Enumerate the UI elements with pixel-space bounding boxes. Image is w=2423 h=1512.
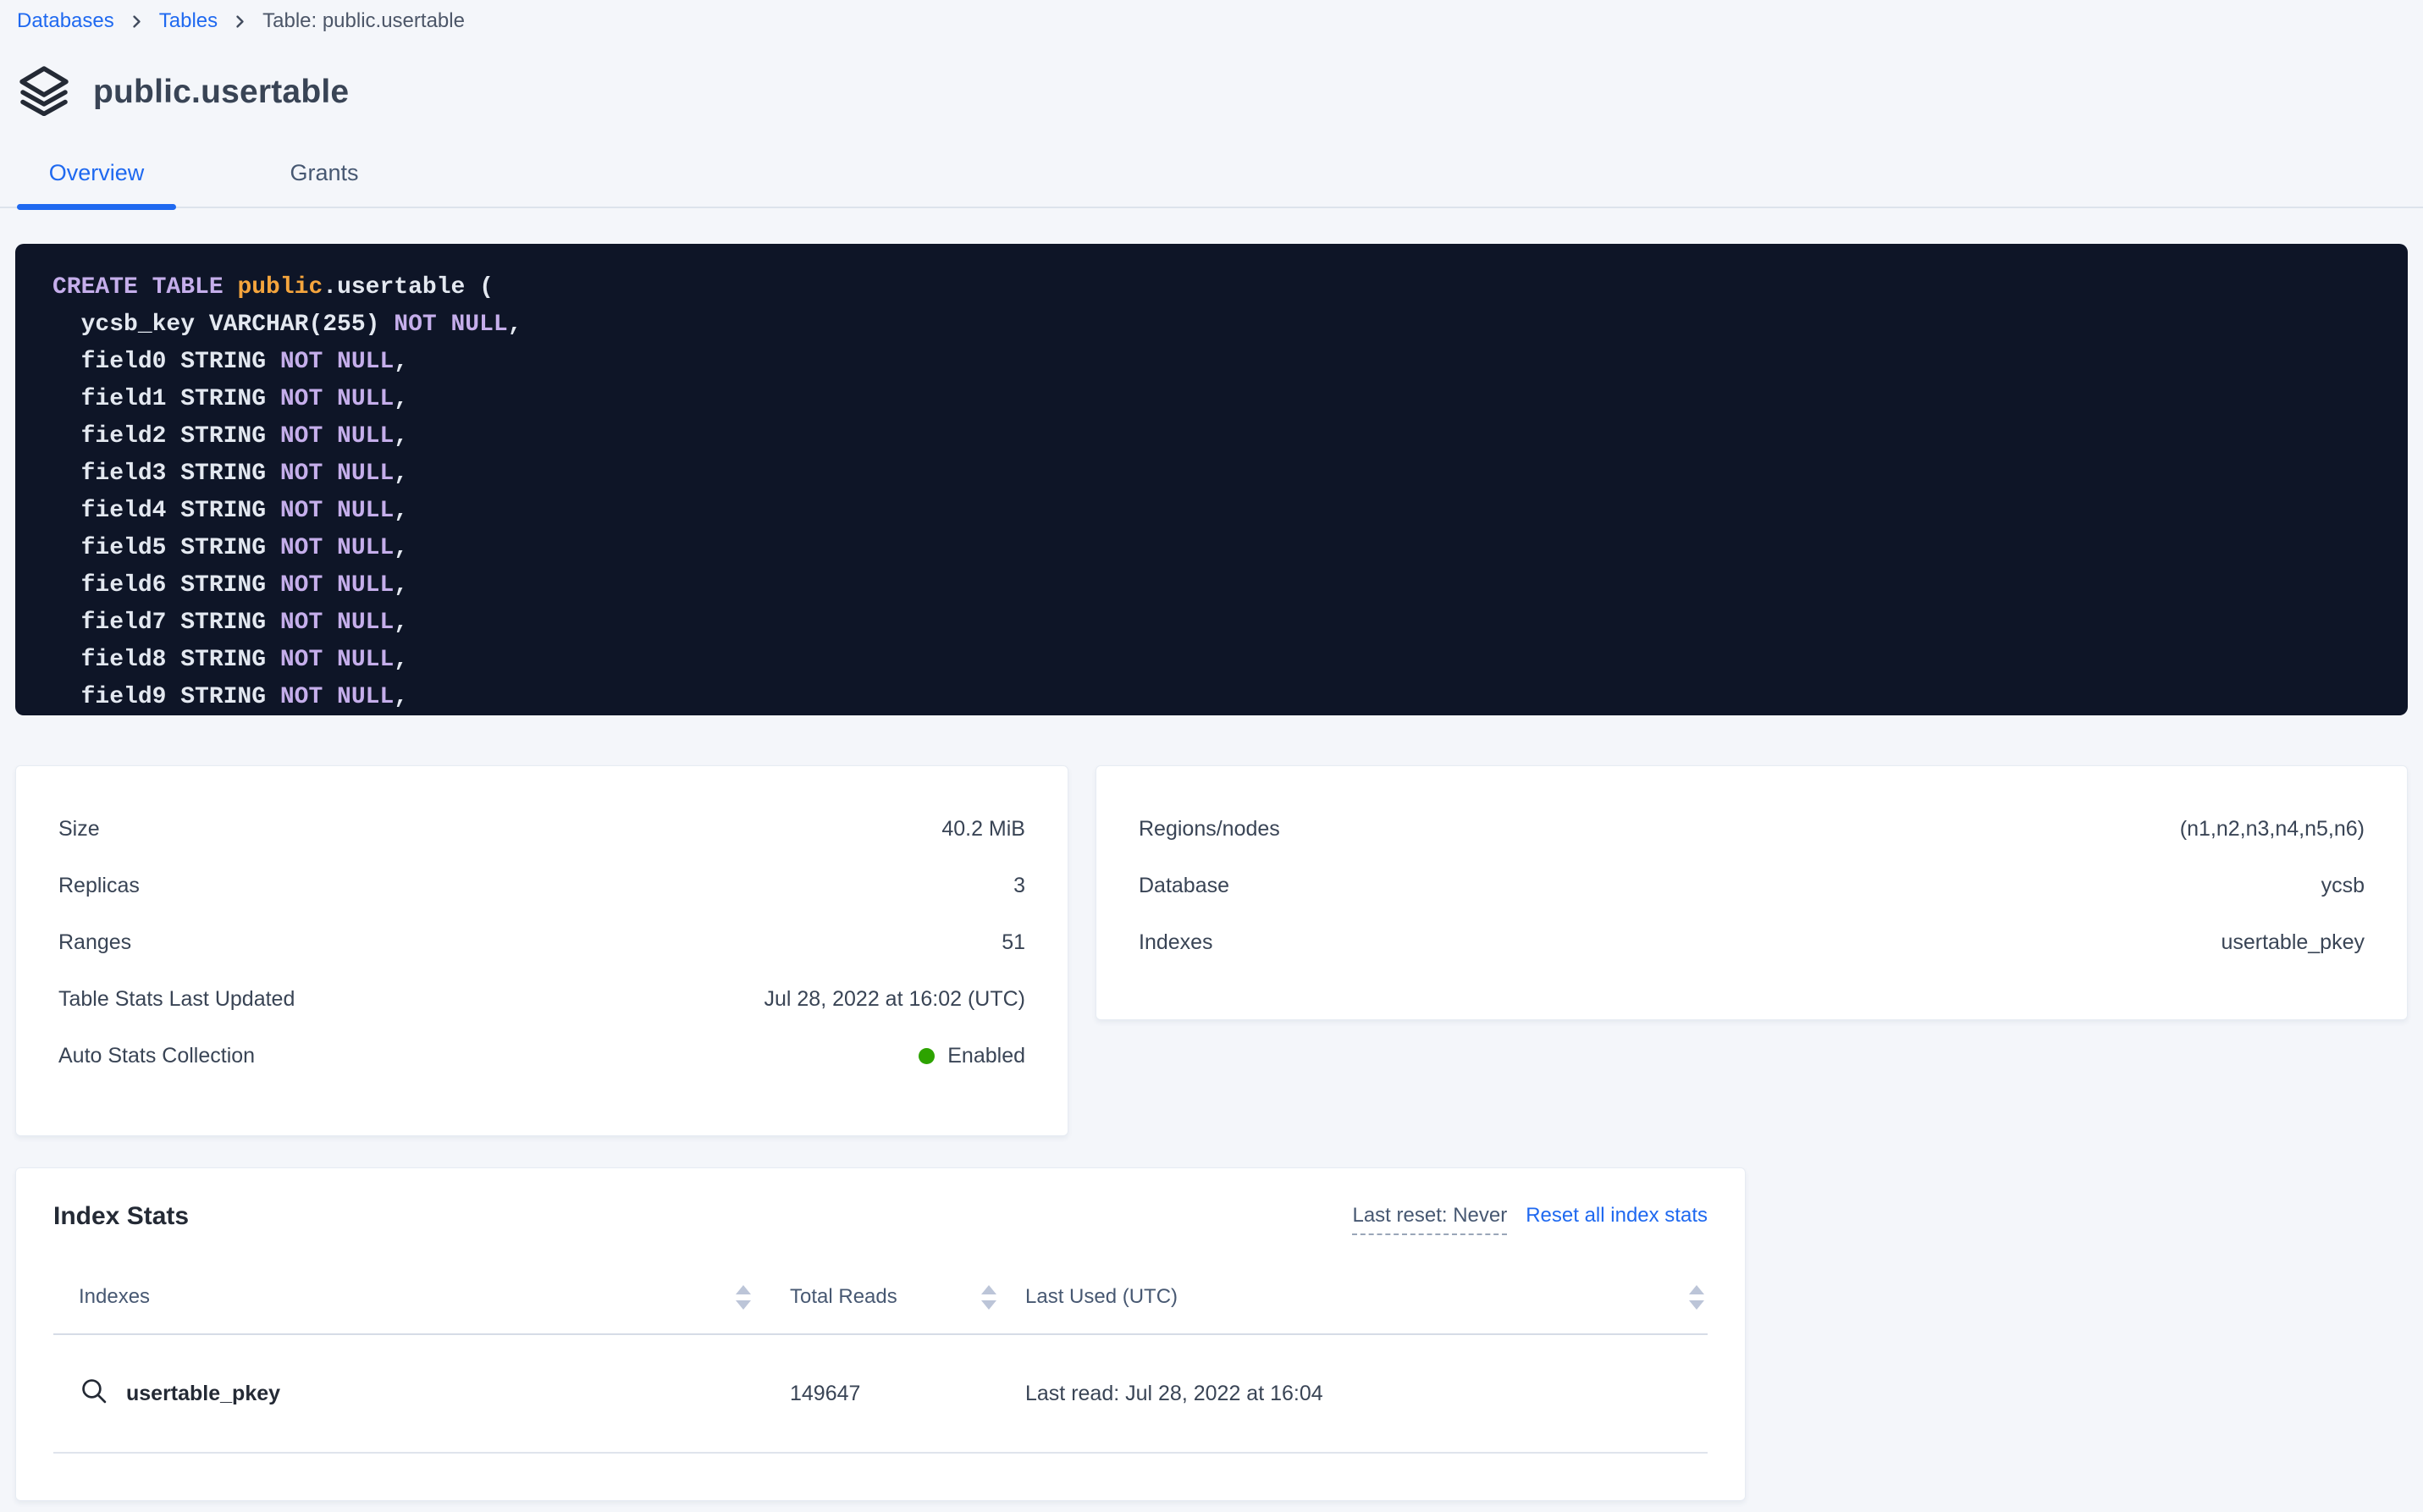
index-table-header: Indexes Total Reads Last Used (UTC)	[53, 1261, 1708, 1335]
sort-icon[interactable]	[981, 1284, 996, 1310]
detail-row-auto-stats-collection: Auto Stats Collection Enabled	[58, 1028, 1025, 1084]
detail-label: Ranges	[58, 930, 132, 954]
sql-line: field3 STRING NOT NULL,	[52, 461, 409, 487]
detail-row-indexes: Indexes usertable_pkey	[1139, 914, 2365, 971]
sql-line: field8 STRING NOT NULL,	[52, 647, 409, 673]
sql-line: field0 STRING NOT NULL,	[52, 349, 409, 375]
detail-cards-row: Size 40.2 MiB Replicas 3 Ranges 51 Table Stats…	[15, 765, 2408, 1136]
last-reset-label[interactable]: Last reset: Never	[1352, 1204, 1508, 1235]
total-reads-value: 149647	[790, 1381, 861, 1405]
detail-value: usertable_pkey	[2221, 930, 2365, 954]
status-dot-green	[919, 1048, 936, 1064]
magnifier-icon	[79, 1376, 109, 1412]
sort-icon[interactable]	[1689, 1284, 1704, 1310]
layers-icon	[17, 65, 71, 120]
page-title-row: public.usertable	[17, 65, 2423, 120]
column-header-indexes[interactable]: Indexes	[53, 1284, 756, 1310]
page-title: public.usertable	[93, 74, 350, 110]
sql-line: field6 STRING NOT NULL,	[52, 572, 409, 599]
breadcrumb-item-table-public-usertable: Table: public.usertable	[262, 9, 465, 32]
index-stats-title: Index Stats	[53, 1202, 190, 1230]
tab-overview[interactable]: Overview	[17, 160, 176, 210]
detail-label: Replicas	[58, 874, 140, 897]
detail-label: Size	[58, 817, 100, 841]
index-stats-card: Index Stats Last reset: Never Reset all …	[15, 1167, 1746, 1501]
reset-index-stats-link[interactable]: Reset all index stats	[1526, 1204, 1708, 1227]
chevron-right-icon	[130, 14, 144, 29]
detail-row-size: Size 40.2 MiB	[58, 801, 1025, 858]
last-used-value: Last read: Jul 28, 2022 at 16:04	[1025, 1381, 1323, 1405]
index-stats-header: Index Stats Last reset: Never Reset all …	[53, 1202, 1708, 1235]
sql-line: CREATE TABLE public.usertable (	[52, 274, 494, 301]
sql-line: field1 STRING NOT NULL,	[52, 386, 409, 412]
sort-icon[interactable]	[736, 1284, 751, 1310]
detail-value: ycsb	[2321, 874, 2365, 897]
detail-row-database: Database ycsb	[1139, 858, 2365, 914]
index-stats-table: Indexes Total Reads Last Used (UTC) user…	[53, 1261, 1708, 1454]
index-name-cell: usertable_pkey	[53, 1376, 756, 1412]
column-header-total-reads[interactable]: Total Reads	[756, 1284, 1002, 1310]
detail-row-replicas: Replicas 3	[58, 858, 1025, 914]
detail-label: Table Stats Last Updated	[58, 987, 295, 1011]
detail-row-ranges: Ranges 51	[58, 914, 1025, 971]
sql-line: field2 STRING NOT NULL,	[52, 423, 409, 450]
index-name-link[interactable]: usertable_pkey	[126, 1381, 281, 1405]
detail-value: 51	[1002, 930, 1025, 954]
detail-value: (n1,n2,n3,n4,n5,n6)	[2179, 817, 2365, 841]
index-table-body: usertable_pkey 149647 Last read: Jul 28, 2…	[53, 1335, 1708, 1454]
sql-line: field5 STRING NOT NULL,	[52, 535, 409, 561]
sql-line: ycsb_key VARCHAR(255) NOT NULL,	[52, 312, 522, 338]
chevron-right-icon	[233, 14, 247, 29]
sql-line: field9 STRING NOT NULL,	[52, 684, 409, 710]
detail-row-regions-nodes: Regions/nodes (n1,n2,n3,n4,n5,n6)	[1139, 801, 2365, 858]
breadcrumb: Databases Tables Table: public.usertable	[0, 0, 2423, 34]
detail-value: 3	[1013, 874, 1025, 897]
tab-grants[interactable]: Grants	[290, 160, 359, 185]
detail-value: 40.2 MiB	[941, 817, 1025, 841]
detail-label: Regions/nodes	[1139, 817, 1280, 841]
table-meta-card: Regions/nodes (n1,n2,n3,n4,n5,n6) Database…	[1096, 765, 2408, 1020]
detail-label: Database	[1139, 874, 1230, 897]
table-stats-card: Size 40.2 MiB Replicas 3 Ranges 51 Table Stats…	[15, 765, 1068, 1136]
tab-bar: Overview Grants	[0, 147, 2423, 210]
sql-line: field4 STRING NOT NULL,	[52, 498, 409, 524]
column-header-last-used[interactable]: Last Used (UTC)	[1002, 1284, 1708, 1310]
breadcrumb-item-databases[interactable]: Databases	[17, 9, 114, 32]
detail-label: Auto Stats Collection	[58, 1044, 256, 1068]
create-table-sql-block: CREATE TABLE public.usertable ( ycsb_key…	[15, 244, 2408, 715]
index-stats-actions: Last reset: Never Reset all index stats	[1352, 1202, 1708, 1235]
sql-line: field7 STRING NOT NULL,	[52, 610, 409, 636]
detail-value: Jul 28, 2022 at 16:02 (UTC)	[764, 987, 1026, 1011]
breadcrumb-item-tables[interactable]: Tables	[158, 9, 218, 32]
detail-value: Enabled	[919, 1044, 1025, 1068]
detail-row-table-stats-last-updated: Table Stats Last Updated Jul 28, 2022 at …	[58, 971, 1025, 1028]
index-table-row: usertable_pkey 149647 Last read: Jul 28, 2…	[53, 1335, 1708, 1454]
detail-label: Indexes	[1139, 930, 1213, 954]
